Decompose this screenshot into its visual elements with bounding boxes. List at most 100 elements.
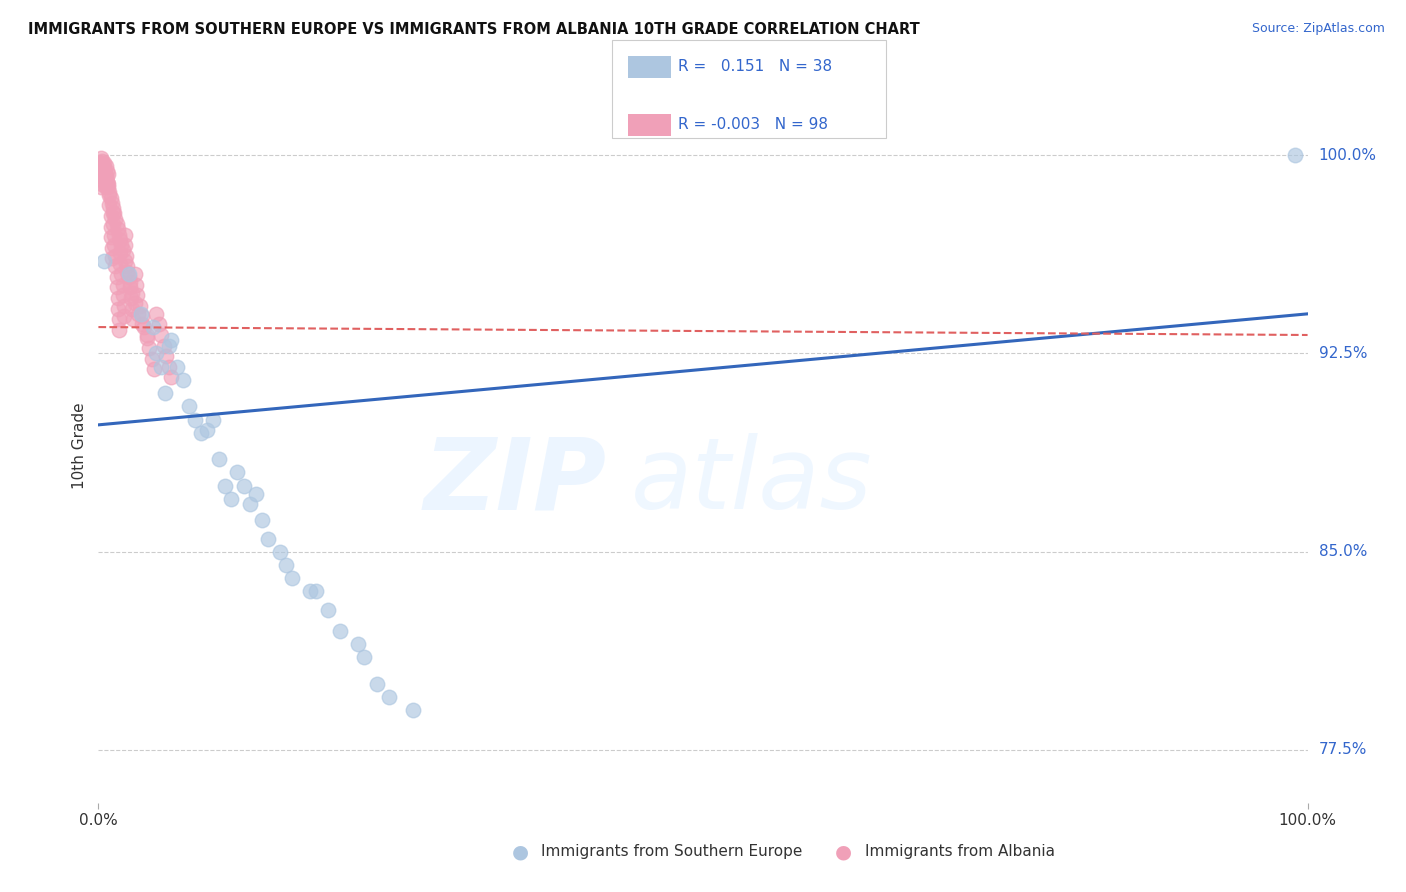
- Point: [114, 238, 136, 252]
- Point: [108, 246, 131, 260]
- Point: [232, 478, 254, 492]
- Point: [101, 201, 124, 215]
- Point: [160, 333, 183, 347]
- Point: [298, 584, 321, 599]
- Text: 85.0%: 85.0%: [1319, 544, 1367, 559]
- Point: [91, 167, 114, 181]
- Point: [150, 328, 173, 343]
- Point: [127, 288, 149, 302]
- Point: [269, 545, 291, 559]
- Point: [90, 159, 112, 173]
- Point: [316, 603, 339, 617]
- Point: [100, 195, 122, 210]
- Point: [93, 156, 115, 170]
- Point: [118, 280, 141, 294]
- Point: [208, 452, 231, 467]
- Point: [98, 188, 121, 202]
- Point: [245, 486, 267, 500]
- Point: [366, 677, 388, 691]
- Point: [112, 310, 135, 324]
- Point: [128, 299, 150, 313]
- Point: [124, 267, 146, 281]
- Point: [122, 312, 145, 326]
- Text: ●: ●: [512, 842, 529, 862]
- Text: IMMIGRANTS FROM SOUTHERN EUROPE VS IMMIGRANTS FROM ALBANIA 10TH GRADE CORRELATIO: IMMIGRANTS FROM SOUTHERN EUROPE VS IMMIG…: [28, 22, 920, 37]
- Point: [91, 156, 114, 170]
- Point: [114, 254, 136, 268]
- Point: [100, 241, 122, 255]
- Point: [103, 206, 125, 220]
- Point: [108, 323, 131, 337]
- Point: [166, 359, 188, 374]
- Point: [226, 466, 249, 480]
- Point: [120, 291, 142, 305]
- Point: [157, 338, 180, 352]
- Text: R =   0.151   N = 38: R = 0.151 N = 38: [678, 60, 832, 74]
- Point: [305, 584, 328, 599]
- Point: [98, 186, 121, 200]
- Point: [127, 307, 149, 321]
- Point: [121, 301, 143, 316]
- Point: [93, 175, 115, 189]
- Point: [250, 513, 273, 527]
- Point: [195, 423, 218, 437]
- Point: [97, 167, 120, 181]
- Point: [160, 370, 183, 384]
- Point: [97, 180, 120, 194]
- Point: [97, 178, 120, 192]
- Point: [104, 260, 127, 274]
- Point: [105, 269, 128, 284]
- Point: [117, 264, 139, 278]
- Text: Immigrants from Albania: Immigrants from Albania: [865, 845, 1054, 859]
- Point: [353, 650, 375, 665]
- Point: [125, 277, 148, 292]
- Point: [117, 260, 139, 274]
- Point: [118, 269, 141, 284]
- Point: [96, 175, 118, 189]
- Point: [129, 307, 152, 321]
- Point: [347, 637, 370, 651]
- Text: R = -0.003   N = 98: R = -0.003 N = 98: [678, 118, 828, 132]
- Point: [96, 164, 118, 178]
- Point: [90, 180, 112, 194]
- Point: [101, 217, 124, 231]
- Point: [104, 249, 127, 263]
- Point: [90, 169, 112, 184]
- Point: [121, 285, 143, 300]
- Point: [141, 351, 163, 366]
- Point: [100, 190, 122, 204]
- Point: [214, 478, 236, 492]
- Point: [90, 161, 112, 176]
- Text: atlas: atlas: [630, 434, 872, 530]
- Point: [100, 209, 122, 223]
- Point: [221, 491, 243, 506]
- Point: [402, 703, 425, 717]
- Point: [110, 238, 132, 252]
- Text: ZIP: ZIP: [423, 434, 606, 530]
- Point: [94, 159, 117, 173]
- Text: 77.5%: 77.5%: [1319, 742, 1367, 757]
- Point: [94, 169, 117, 184]
- Point: [91, 159, 114, 173]
- Point: [155, 349, 177, 363]
- Point: [118, 267, 141, 281]
- Point: [239, 497, 262, 511]
- Point: [108, 233, 131, 247]
- Point: [103, 227, 125, 242]
- Point: [107, 291, 129, 305]
- Point: [103, 238, 125, 252]
- Point: [93, 164, 115, 178]
- Point: [90, 151, 112, 165]
- Point: [135, 331, 157, 345]
- Point: [101, 206, 124, 220]
- Point: [142, 320, 165, 334]
- Point: [150, 359, 173, 374]
- Point: [100, 252, 122, 266]
- Point: [89, 156, 111, 170]
- Point: [111, 288, 134, 302]
- Point: [184, 412, 207, 426]
- Point: [96, 175, 118, 189]
- Point: [274, 558, 297, 572]
- Point: [107, 301, 129, 316]
- Point: [91, 153, 114, 168]
